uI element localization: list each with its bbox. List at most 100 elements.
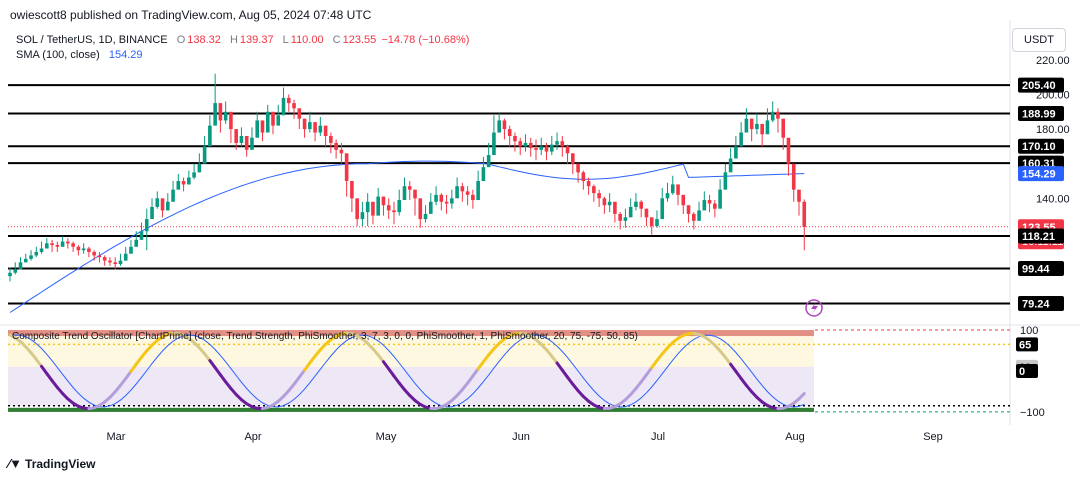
open-label: O [176, 34, 186, 46]
candle [381, 196, 386, 216]
osc-label-bg [1016, 337, 1038, 352]
candle-body [797, 189, 801, 202]
candle-body [150, 206, 154, 220]
candle [18, 257, 23, 270]
price-chart[interactable]: 205.40188.99180.00200.00220.00170.10160.… [0, 0, 1080, 450]
candle-body [60, 241, 65, 247]
candle [539, 137, 544, 156]
candle [686, 205, 691, 223]
candle-body [734, 146, 738, 159]
symbol-label[interactable]: SOL / TetherUS, 1D, BINANCE [16, 34, 168, 46]
sma-label[interactable]: SMA (100, close) [16, 49, 100, 61]
candle [755, 113, 759, 135]
candle [781, 118, 786, 150]
candle-body [344, 153, 349, 181]
candle [418, 198, 423, 228]
price-label: 170.10 [1022, 141, 1056, 153]
candle-body [791, 163, 796, 190]
candle-body [118, 260, 123, 265]
candle-body [760, 123, 764, 135]
candle-body [144, 219, 149, 232]
candle-body [129, 246, 133, 254]
candle [628, 198, 633, 218]
candle-body [66, 241, 70, 244]
high-label: H [229, 34, 238, 46]
candle [486, 142, 491, 168]
candle-body [8, 272, 12, 277]
candle [560, 136, 565, 157]
candle [23, 253, 28, 263]
price-tick-label: 200.00 [1036, 89, 1070, 101]
candle [513, 132, 517, 152]
low-label: L [282, 34, 289, 46]
lower-zone [8, 366, 814, 406]
candle-body [386, 205, 391, 211]
candle [181, 177, 186, 192]
candle [597, 189, 601, 207]
candle-body [476, 181, 480, 201]
candle-body [308, 122, 312, 130]
candle-body [355, 198, 359, 220]
candle [113, 257, 117, 270]
candle [549, 136, 554, 156]
candle [244, 136, 249, 157]
x-axis-label: Apr [244, 431, 261, 443]
candle-body [260, 120, 265, 133]
price-label: 79.24 [1022, 298, 1050, 310]
candle [8, 267, 12, 282]
lightning-bolt-icon [811, 302, 818, 314]
candle-body [644, 208, 649, 218]
candle-body [681, 194, 686, 206]
candle [76, 245, 81, 256]
candle-body [534, 148, 538, 150]
candle [108, 257, 112, 266]
candle [476, 170, 480, 201]
candle-body [639, 201, 643, 209]
candle [592, 184, 596, 202]
tradingview-logo-icon: ⁄▼ [8, 456, 22, 471]
candle-body [649, 217, 654, 226]
candle [150, 198, 154, 220]
candle-body [171, 189, 175, 202]
candle-body [628, 206, 633, 218]
candle [423, 205, 428, 223]
candle [350, 181, 354, 213]
candle [670, 175, 675, 195]
candle-body [29, 255, 33, 259]
candle [139, 222, 144, 240]
footer-brand: TradingView [25, 456, 96, 471]
candle-body [497, 120, 501, 133]
candle [176, 174, 181, 190]
candle-body [208, 125, 212, 147]
candle [160, 198, 165, 218]
candle [676, 184, 680, 206]
candle [202, 136, 207, 164]
candle-body [113, 262, 117, 265]
candle-body [318, 125, 323, 133]
candle [329, 132, 333, 154]
currency-button[interactable]: USDT [1012, 28, 1066, 52]
price-label: 205.40 [1022, 80, 1056, 92]
candle-body [102, 257, 107, 261]
candle [218, 103, 223, 133]
close-label: C [332, 34, 341, 46]
candle [265, 104, 270, 133]
candle-body [502, 120, 507, 130]
candle [39, 241, 44, 254]
candle-body [292, 103, 296, 109]
candle [681, 194, 686, 214]
candle [155, 191, 160, 209]
x-axis-label: Aug [785, 431, 805, 443]
tradingview-footer: ⁄▼ TradingView [8, 456, 96, 471]
candle [581, 170, 586, 190]
candle [334, 139, 338, 159]
candle [229, 111, 233, 143]
candle-body [265, 111, 270, 133]
candle [528, 137, 533, 157]
price-label-bg [1018, 295, 1064, 311]
candle-body [686, 205, 691, 214]
candle-body [744, 118, 749, 133]
candle-body [50, 243, 54, 246]
candle-body [218, 103, 223, 121]
candle [250, 127, 254, 150]
